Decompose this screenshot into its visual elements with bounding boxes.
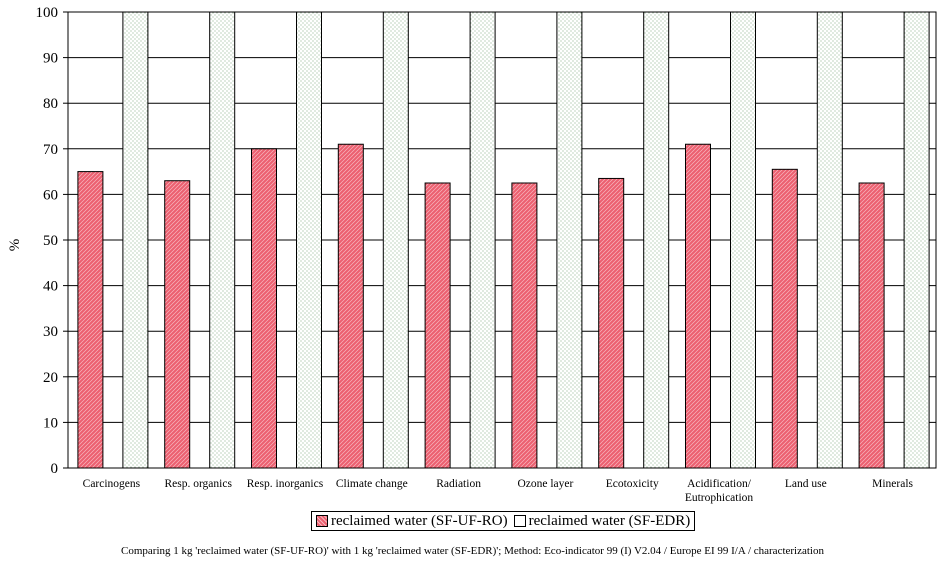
bar — [771, 168, 798, 469]
legend-swatch-sf-edr — [513, 515, 526, 527]
bar — [382, 11, 409, 469]
bar — [598, 177, 625, 469]
x-tick-label: Land use — [785, 478, 827, 490]
legend-item-sf-edr: reclaimed water (SF-EDR) — [513, 512, 691, 530]
legend-swatch-sf-uf-ro — [316, 515, 328, 527]
bar — [858, 182, 885, 469]
bar — [643, 11, 670, 469]
bar — [209, 11, 236, 469]
x-tick-label: Resp. inorganics — [247, 478, 324, 490]
bar — [685, 143, 711, 469]
y-tick-label: 10 — [43, 415, 58, 431]
bar — [511, 182, 538, 469]
y-tick-label: 60 — [43, 187, 58, 203]
legend-item-sf-uf-ro: reclaimed water (SF-UF-RO) — [316, 513, 508, 530]
bar — [469, 11, 496, 469]
y-tick-label: 100 — [36, 5, 59, 21]
bar — [296, 11, 322, 469]
bar — [424, 182, 451, 469]
x-tick-label: Resp. organics — [164, 478, 232, 490]
bar — [77, 171, 104, 469]
chart: 0 10 20 30 40 50 60 70 80 90 100% Carcinogens Resp. … — [7, 5, 937, 504]
x-tick-label: Climate change — [336, 478, 408, 490]
x-tick-label: Ecotoxicity — [606, 478, 659, 490]
chart-caption: Comparing 1 kg 'reclaimed water (SF-UF-R… — [121, 545, 824, 557]
plot-frame — [67, 11, 937, 469]
x-tick-label: Radiation — [436, 478, 481, 490]
bar — [816, 11, 843, 469]
x-tick-label: Carcinogens — [83, 478, 141, 490]
y-tick-label: 90 — [43, 51, 58, 67]
bar — [122, 11, 149, 469]
chart-canvas: 0 10 20 30 40 50 60 70 80 90 100% Carcinogens Resp. … — [7, 5, 937, 504]
legend-label-sf-edr: reclaimed water (SF-EDR) — [528, 512, 691, 529]
bar — [337, 143, 364, 469]
bar — [903, 11, 930, 469]
y-tick-label: 0 — [51, 461, 59, 477]
y-tick-label: 80 — [43, 96, 58, 112]
y-tick-label: 70 — [43, 142, 58, 158]
x-tick-label: Acidification/Eutrophication — [685, 478, 754, 504]
x-tick-label: Ozone layer — [517, 478, 573, 490]
legend: reclaimed water (SF-UF-RO) reclaimed wat… — [311, 511, 696, 531]
bar — [556, 11, 583, 469]
bar — [730, 11, 756, 469]
y-tick-label: 50 — [43, 233, 58, 249]
legend-label-sf-uf-ro: reclaimed water (SF-UF-RO) — [331, 512, 508, 529]
y-tick-label: 40 — [43, 279, 58, 295]
y-axis-label: % — [7, 239, 23, 252]
x-tick-label: Minerals — [872, 478, 913, 490]
y-tick-label: 30 — [43, 324, 58, 340]
bar — [251, 148, 277, 469]
y-tick-label: 20 — [43, 370, 58, 386]
bar — [164, 180, 191, 469]
